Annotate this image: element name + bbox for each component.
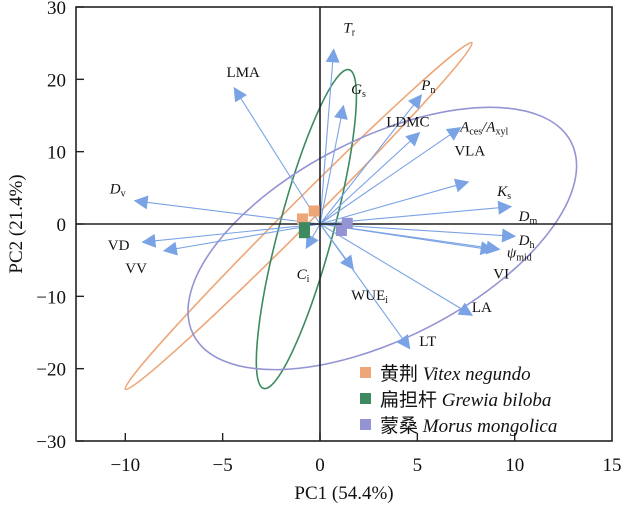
loading-arrow-lma [233,86,321,225]
loading-label-vi: VI [493,266,509,282]
loading-label-lt: LT [419,334,436,350]
loading-label-vv: VV [125,261,147,277]
centroid-point [298,222,310,234]
x-tick-label: 10 [505,455,524,476]
y-tick-label: 10 [47,143,66,164]
x-tick-label: −5 [213,455,233,476]
y-tick-label: 30 [47,0,66,19]
loading-label-p-n: Pn [420,78,435,96]
confidence-ellipses [124,41,578,391]
loading-label-d-v: Dv [109,182,126,200]
loading-arrow-p-n [319,94,423,225]
loading-label-la: LA [472,300,492,316]
loading-arrow-wue-i [319,223,354,270]
y-axis: −30 −20 −10 0 10 20 30 [36,0,84,453]
loading-arrow-d-v [133,195,321,225]
x-axis: −10 −5 0 5 10 15 [110,433,622,476]
legend: 黄荆 Vitex negundo 扁担杆 Grewia biloba 蒙桑 Moru… [360,363,557,437]
loading-label-t-r: Tr [343,20,355,38]
loading-label-ldmc: LDMC [386,114,429,130]
loading-label-lma: LMA [227,65,261,81]
legend-swatch [360,419,371,430]
x-axis-title: PC1 (54.4%) [294,483,393,504]
legend-swatch [360,393,371,404]
centroid-point [308,205,320,217]
x-tick-label: 0 [315,455,325,476]
loading-arrows [133,48,517,350]
loading-arrow-t-r [319,48,340,225]
x-tick-label: 15 [603,455,622,476]
loading-label-wue-i: WUEi [351,288,388,306]
loading-label-psi-mid: ψmid [507,245,532,263]
loading-arrow-c-i [305,223,321,250]
loading-arrow-ldmc [319,131,421,225]
ellipse-morus-mongolica [187,106,578,371]
loading-label-a-ces-a-xyl: Aces/Axyl [459,119,508,137]
loading-arrow-la [319,223,474,316]
y-tick-label: −10 [36,287,66,308]
loading-label-c-i: Ci [297,267,310,285]
loading-arrow-vv [162,223,321,256]
loading-arrow-vd [141,223,321,248]
y-axis-title: PC2 (21.4%) [6,174,27,273]
loading-label-vd: VD [108,238,130,254]
loading-label-d-h: Dh [518,233,535,251]
group-centroids [296,205,353,239]
legend-entry: 扁担杆 Grewia biloba [380,389,551,411]
y-tick-label: 0 [57,215,67,236]
centroid-point [341,217,353,229]
y-tick-label: 20 [47,70,66,91]
loading-arrow-vla [319,178,470,225]
legend-swatch [360,367,371,378]
y-tick-label: −30 [36,432,66,453]
x-tick-label: −10 [110,455,140,476]
loading-label-vla: VLA [454,143,485,159]
legend-entry: 蒙桑 Morus mongolica [380,415,557,437]
loading-arrow-g-s [319,104,348,225]
loading-label-d-m: Dm [518,209,538,227]
loading-arrow-a-ces-a-xyl [319,127,462,225]
loading-label-k-s: Ks [496,184,511,202]
loading-label-g-s: Gs [351,82,366,100]
centroid-point [335,225,347,237]
y-tick-label: −20 [36,360,66,381]
x-tick-label: 5 [413,455,423,476]
ellipse-grewia-biloba [255,68,358,390]
centroid-point [296,213,308,225]
legend-entry: 黄荆 Vitex negundo [380,363,531,385]
